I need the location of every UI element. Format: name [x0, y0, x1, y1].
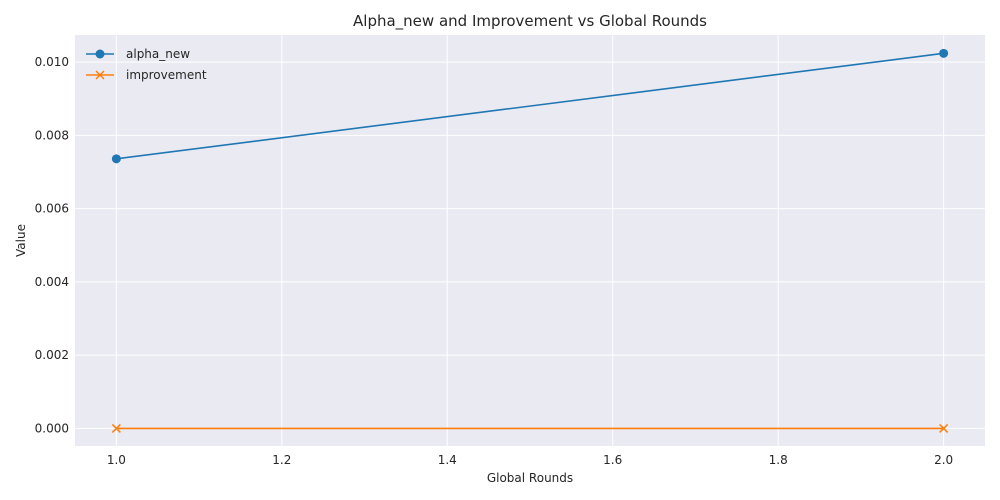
legend-marker — [95, 49, 105, 59]
chart-title: Alpha_new and Improvement vs Global Roun… — [353, 12, 707, 31]
legend-label: alpha_new — [126, 47, 190, 61]
y-tick-label: 0.002 — [35, 348, 69, 362]
y-tick-label: 0.008 — [35, 128, 69, 142]
data-point — [111, 423, 121, 433]
y-tick-label: 0.006 — [35, 202, 69, 216]
y-tick-label: 0.000 — [35, 421, 69, 435]
legend-item: improvement — [86, 68, 207, 82]
legend-label: improvement — [126, 68, 207, 82]
x-axis-label: Global Rounds — [487, 471, 573, 485]
legend-item: alpha_new — [86, 47, 190, 61]
series-alpha-new — [111, 48, 949, 164]
data-point — [111, 154, 121, 164]
series-line — [116, 52, 944, 160]
x-tick-label: 1.6 — [603, 453, 622, 467]
data-point — [939, 423, 949, 433]
x-tick-label: 1.2 — [272, 453, 291, 467]
y-axis-label: Value — [14, 224, 28, 257]
x-tick-label: 1.8 — [769, 453, 788, 467]
series-improvement — [111, 423, 949, 433]
tick-labels: 1.0 1.2 1.4 1.6 1.8 2.0 0.000 0.002 0.004 0.006 0.… — [35, 55, 954, 467]
legend: alpha_new improvement — [86, 47, 207, 82]
x-tick-label: 1.0 — [107, 453, 126, 467]
y-tick-label: 0.004 — [35, 275, 69, 289]
x-tick-label: 2.0 — [934, 453, 953, 467]
plot-area — [75, 35, 985, 446]
x-tick-label: 1.4 — [438, 453, 457, 467]
series-layer — [111, 48, 949, 433]
data-point — [939, 48, 949, 58]
legend-marker — [95, 70, 105, 80]
y-tick-label: 0.010 — [35, 55, 69, 69]
